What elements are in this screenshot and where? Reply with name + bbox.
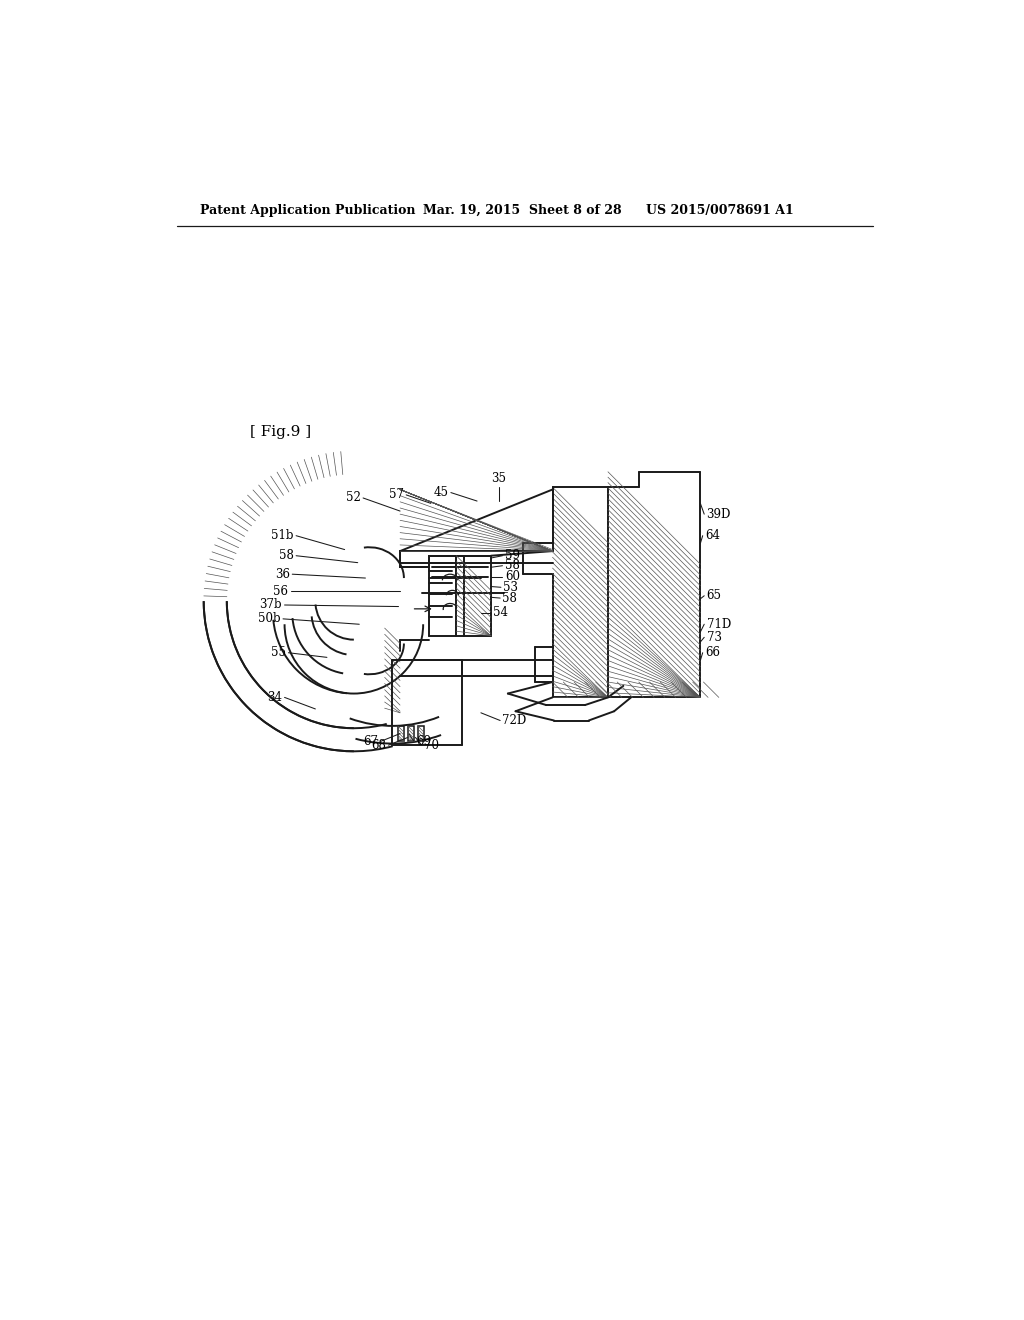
Text: 59: 59 <box>505 549 520 562</box>
Text: 36: 36 <box>275 568 290 581</box>
Text: 64: 64 <box>705 529 720 543</box>
Text: [ Fig.9 ]: [ Fig.9 ] <box>250 425 311 438</box>
Text: 73: 73 <box>707 631 722 644</box>
Text: 51b: 51b <box>271 529 294 543</box>
Text: 66: 66 <box>705 647 720 659</box>
Text: 58: 58 <box>505 560 519 573</box>
Text: 53: 53 <box>503 581 518 594</box>
Text: 39D: 39D <box>707 508 731 520</box>
Text: 52: 52 <box>346 491 360 504</box>
Text: 54: 54 <box>494 606 508 619</box>
Text: 69: 69 <box>416 735 431 748</box>
Text: Mar. 19, 2015  Sheet 8 of 28: Mar. 19, 2015 Sheet 8 of 28 <box>423 205 622 218</box>
Text: 57: 57 <box>389 488 403 502</box>
Text: 68: 68 <box>372 739 386 751</box>
Bar <box>418 726 424 742</box>
Text: 35: 35 <box>492 471 506 484</box>
Text: 72D: 72D <box>503 714 526 727</box>
Text: 67: 67 <box>364 735 379 748</box>
Bar <box>408 726 414 742</box>
Text: 50b: 50b <box>258 612 281 626</box>
Text: 71D: 71D <box>707 618 731 631</box>
Text: 60: 60 <box>505 570 520 583</box>
Text: 65: 65 <box>707 589 722 602</box>
Text: Patent Application Publication: Patent Application Publication <box>200 205 416 218</box>
Bar <box>397 726 403 742</box>
Text: US 2015/0078691 A1: US 2015/0078691 A1 <box>646 205 795 218</box>
Text: 56: 56 <box>273 585 289 598</box>
Text: 70: 70 <box>424 739 439 751</box>
Text: 58: 58 <box>503 591 517 605</box>
Text: 58: 58 <box>279 549 294 562</box>
Text: 34: 34 <box>267 690 283 704</box>
Text: 45: 45 <box>433 486 449 499</box>
Text: 37b: 37b <box>260 598 283 611</box>
Text: 55: 55 <box>271 647 286 659</box>
